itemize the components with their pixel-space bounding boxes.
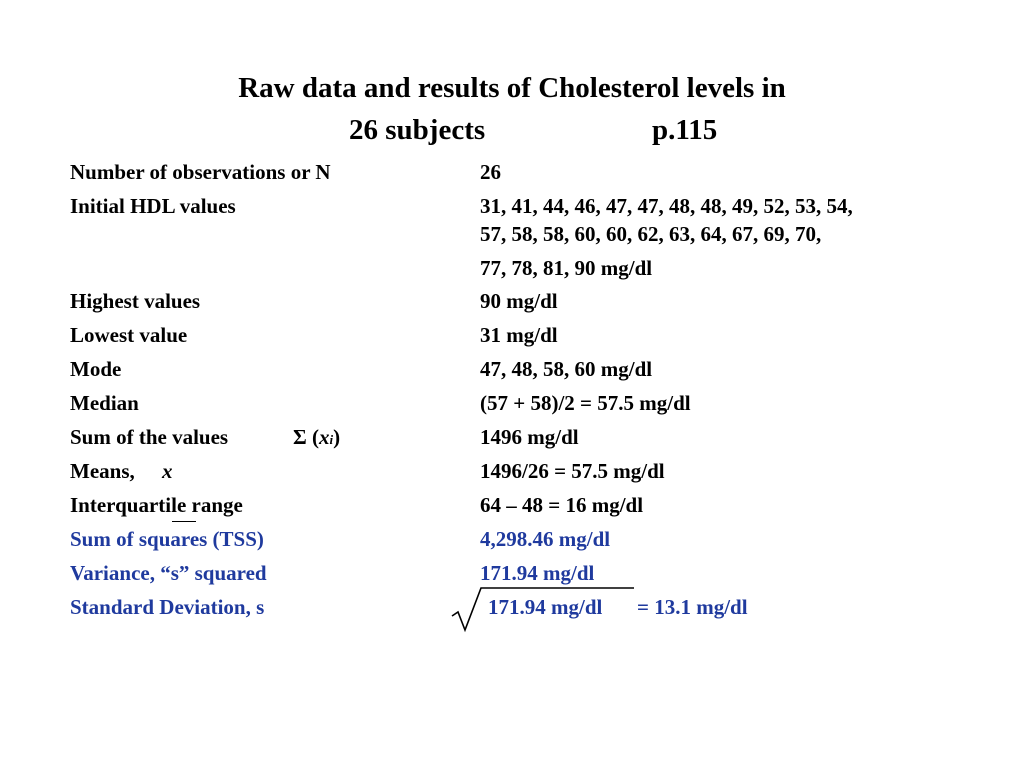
row-label: Standard Deviation, s — [70, 595, 265, 619]
row-value: 171.94 mg/dl — [480, 561, 595, 585]
row-value-line: 57, 58, 58, 60, 60, 62, 63, 64, 67, 69, … — [480, 222, 822, 246]
row-label: Variance, “s” squared — [70, 561, 267, 585]
row-value: 1496/26 = 57.5 mg/dl — [480, 459, 665, 483]
square-root-icon — [451, 587, 634, 633]
row-label: Number of observations or N — [70, 160, 331, 184]
row-label: Lowest value — [70, 323, 188, 347]
row-label: Sum of the values — [70, 425, 229, 449]
formula-x: x — [318, 425, 330, 449]
row-value-line: 77, 78, 81, 90 mg/dl — [480, 256, 653, 280]
row-label: Sum of squares (TSS) — [70, 527, 264, 551]
row-value: 1496 mg/dl — [480, 425, 579, 449]
row-label: Interquartile range — [70, 493, 243, 517]
row-label: Median — [70, 391, 139, 415]
row-value: 64 – 48 = 16 mg/dl — [480, 493, 644, 517]
mean-symbol: x — [162, 459, 173, 483]
row-label: Highest values — [70, 289, 201, 313]
mean-overbar — [172, 521, 196, 522]
row-value: 171.94 mg/dl — [488, 595, 603, 619]
formula-close-paren: ) — [333, 425, 341, 449]
row-label: Means, — [70, 459, 135, 483]
row-value: (57 + 58)/2 = 57.5 mg/dl — [480, 391, 691, 415]
row-value: 31 mg/dl — [480, 323, 558, 347]
row-label: Initial HDL values — [70, 194, 236, 218]
formula-open-paren: ( — [311, 425, 319, 449]
row-value-line: 31, 41, 44, 46, 47, 47, 48, 48, 49, 52, … — [480, 194, 853, 218]
row-result: = 13.1 mg/dl — [637, 595, 748, 619]
row-value: 47, 48, 58, 60 mg/dl — [480, 357, 653, 381]
title-page-ref: p.115 — [652, 114, 718, 146]
sigma-symbol: Σ — [293, 425, 307, 449]
row-value: 4,298.46 mg/dl — [480, 527, 611, 551]
row-value: 26 — [480, 160, 501, 184]
row-value: 90 mg/dl — [480, 289, 558, 313]
formula-subscript: i — [329, 432, 334, 447]
row-label: Mode — [70, 357, 122, 381]
slide-title-line1: Raw data and results of Cholesterol leve… — [238, 72, 786, 104]
sum-formula: Σ (xi) — [293, 425, 340, 452]
title-subjects: 26 subjects — [349, 114, 486, 146]
